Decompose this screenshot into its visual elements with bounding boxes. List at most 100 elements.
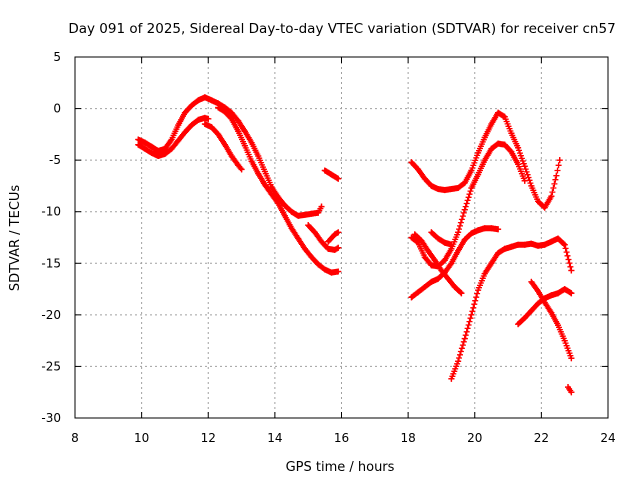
data-point xyxy=(451,284,458,291)
data-point xyxy=(435,275,442,282)
data-point xyxy=(255,170,262,177)
data-point xyxy=(441,257,448,264)
data-point xyxy=(431,257,438,264)
data-point xyxy=(475,227,482,234)
data-point xyxy=(508,243,515,250)
x-axis-title: GPS time / hours xyxy=(286,460,395,475)
data-point xyxy=(288,208,295,215)
data-point xyxy=(468,230,475,237)
data-point xyxy=(541,299,548,306)
data-point xyxy=(148,149,155,156)
data-point xyxy=(435,186,442,193)
data-series-arc-16 xyxy=(565,384,575,396)
data-point xyxy=(475,287,482,294)
data-point xyxy=(168,145,175,152)
data-point xyxy=(535,288,542,295)
data-point xyxy=(488,145,495,152)
data-point xyxy=(455,358,462,365)
data-point xyxy=(301,211,308,218)
data-point xyxy=(428,262,435,269)
data-point xyxy=(495,140,502,147)
data-point xyxy=(421,254,428,261)
data-point xyxy=(515,321,522,328)
data-point xyxy=(461,236,468,243)
data-point xyxy=(208,124,215,131)
data-point xyxy=(458,290,465,297)
y-axis-title: SDTVAR / TECUs xyxy=(8,185,23,292)
data-point xyxy=(555,322,562,329)
data-point xyxy=(541,241,548,248)
y-tick-label: 0 xyxy=(53,102,61,116)
data-point xyxy=(155,147,162,154)
data-point xyxy=(235,117,242,124)
data-point xyxy=(521,163,528,170)
x-tick-label: 8 xyxy=(71,431,79,445)
data-point xyxy=(561,241,568,248)
data-point xyxy=(311,229,318,236)
y-tick-label: -10 xyxy=(41,205,61,219)
data-point xyxy=(228,109,235,116)
data-point xyxy=(308,254,315,261)
data-point xyxy=(161,145,168,152)
data-point xyxy=(481,225,488,232)
data-point xyxy=(335,175,342,182)
data-point xyxy=(195,97,202,104)
data-point xyxy=(408,159,415,166)
data-point xyxy=(318,203,325,210)
data-point xyxy=(188,102,195,109)
data-point xyxy=(195,116,202,123)
data-point xyxy=(135,141,142,148)
y-tick-label: -15 xyxy=(41,256,61,270)
chart-title: Day 091 of 2025, Sidereal Day-to-day VTE… xyxy=(68,21,615,37)
series-markers xyxy=(215,104,342,276)
data-point xyxy=(515,144,522,151)
data-point xyxy=(448,375,455,382)
data-point xyxy=(428,182,435,189)
data-series-arc-13 xyxy=(448,235,575,382)
data-point xyxy=(515,241,522,248)
data-point xyxy=(548,238,555,245)
data-point xyxy=(428,278,435,285)
data-point xyxy=(415,289,422,296)
data-point xyxy=(175,137,182,144)
data-point xyxy=(468,311,475,318)
data-point xyxy=(261,168,268,175)
data-point xyxy=(455,184,462,191)
data-point xyxy=(528,278,535,285)
data-point xyxy=(181,109,188,116)
data-series-arc-3 xyxy=(201,121,245,173)
data-series-arc-10 xyxy=(408,225,502,301)
data-point xyxy=(415,166,422,173)
data-point xyxy=(461,206,468,213)
data-point xyxy=(488,260,495,267)
data-point xyxy=(325,238,332,245)
data-point xyxy=(441,239,448,246)
data-point xyxy=(421,175,428,182)
data-point xyxy=(155,153,162,160)
data-point xyxy=(308,210,315,217)
data-point xyxy=(528,182,535,189)
data-point xyxy=(448,186,455,193)
data-point xyxy=(241,128,248,135)
data-point xyxy=(425,247,432,254)
data-layer xyxy=(135,94,575,396)
data-point xyxy=(568,355,575,362)
data-point xyxy=(448,241,455,248)
y-tick-label: 5 xyxy=(53,50,61,64)
data-point xyxy=(321,266,328,273)
data-point xyxy=(488,121,495,128)
data-point xyxy=(568,267,575,274)
data-point xyxy=(228,115,235,122)
data-point xyxy=(141,139,148,146)
x-tick-label: 20 xyxy=(467,431,482,445)
data-point xyxy=(521,241,528,248)
x-tick-label: 10 xyxy=(134,431,149,445)
data-point xyxy=(321,167,328,174)
data-point xyxy=(488,225,495,232)
data-series-arc-1 xyxy=(135,114,212,160)
data-point xyxy=(295,212,302,219)
data-point xyxy=(528,307,535,314)
data-point xyxy=(248,158,255,165)
data-point xyxy=(215,131,222,138)
